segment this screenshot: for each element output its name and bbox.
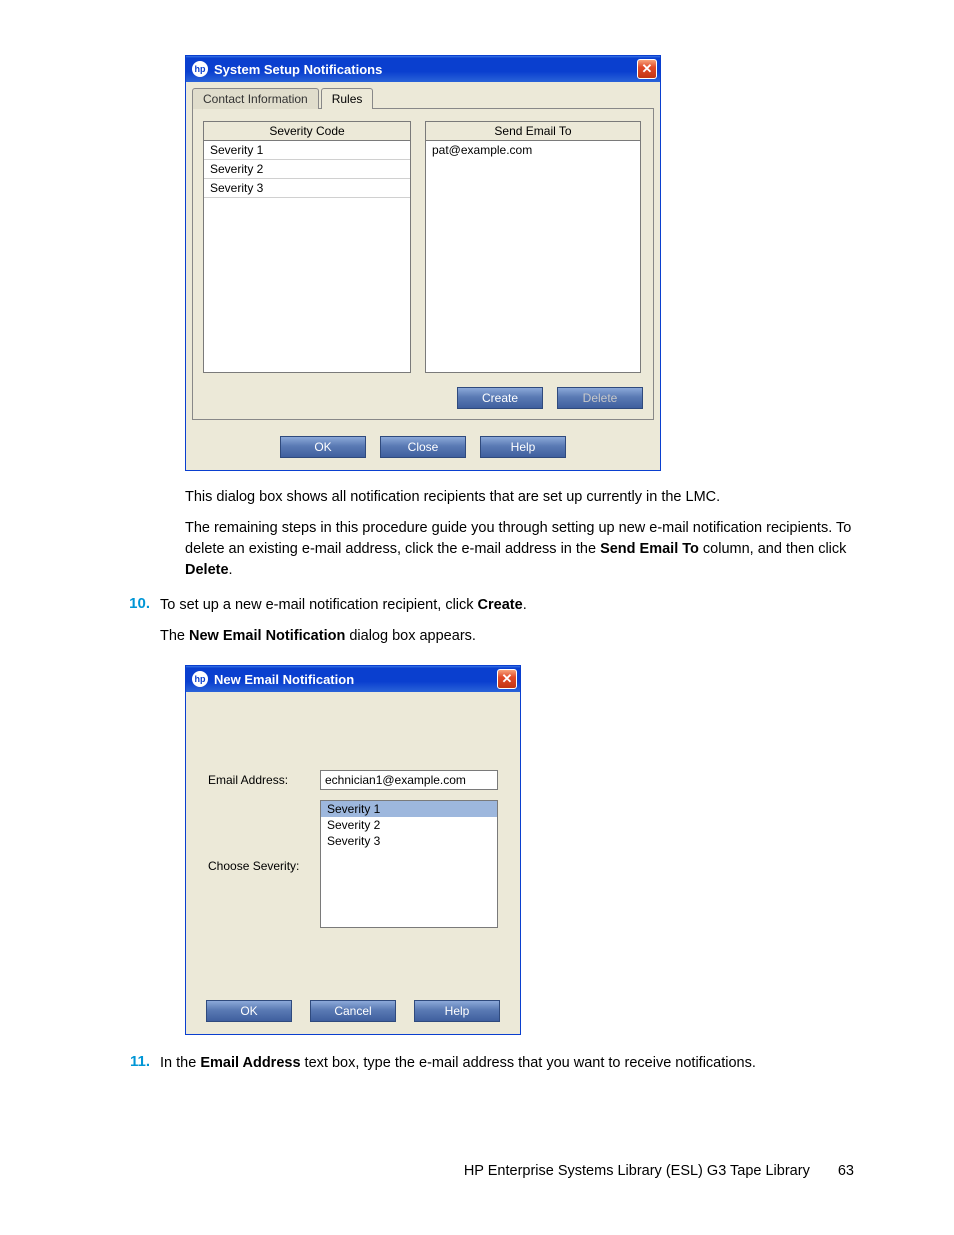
send-email-to-list[interactable]: Send Email To pat@example.com [425,121,641,373]
step-text: To set up a new e-mail notification reci… [160,595,864,616]
new-email-notification-dialog: hp New Email Notification ✕ Email Addres… [185,665,521,1035]
hp-logo-icon: hp [192,671,208,687]
close-icon[interactable]: ✕ [637,59,657,79]
list-item[interactable]: Severity 1 [204,141,410,160]
step-number: 11. [90,1053,160,1070]
email-address-field: Email Address: [208,770,498,790]
list-item[interactable]: Severity 2 [204,160,410,179]
step-text: In the Email Address text box, type the … [160,1053,864,1074]
delete-button[interactable]: Delete [557,387,643,409]
system-setup-notifications-dialog: hp System Setup Notifications ✕ Contact … [185,55,661,471]
list-item[interactable]: Severity 3 [321,833,497,849]
body-paragraphs: This dialog box shows all notification r… [185,487,864,581]
email-address-input[interactable] [320,770,498,790]
list-item[interactable]: Severity 2 [321,817,497,833]
tab-row: Contact Information Rules [186,82,660,108]
step-10: 10. To set up a new e-mail notification … [90,595,864,657]
severity-code-list[interactable]: Severity Code Severity 1 Severity 2 Seve… [203,121,411,373]
dialog-body: Email Address: Choose Severity: Severity… [186,692,520,998]
tab-contact-information[interactable]: Contact Information [192,88,319,109]
help-button[interactable]: Help [480,436,566,458]
list-item[interactable]: pat@example.com [426,141,640,159]
dialog-footer-buttons: OK Cancel Help [186,998,520,1034]
dialog-footer-buttons: OK Close Help [186,426,660,470]
dialog-title: New Email Notification [214,672,497,687]
severity-code-header: Severity Code [204,122,410,141]
close-button[interactable]: Close [380,436,466,458]
cancel-button[interactable]: Cancel [310,1000,396,1022]
choose-severity-label: Choose Severity: [208,856,320,873]
choose-severity-field: Choose Severity: Severity 1 Severity 2 S… [208,800,498,928]
paragraph: The remaining steps in this procedure gu… [185,518,864,581]
step-text: The New Email Notification dialog box ap… [160,626,864,647]
dialog-title: System Setup Notifications [214,62,637,77]
page-footer: HP Enterprise Systems Library (ESL) G3 T… [464,1163,854,1179]
document-page: hp System Setup Notifications ✕ Contact … [0,0,954,1235]
list-item[interactable]: Severity 1 [321,801,497,817]
severity-listbox[interactable]: Severity 1 Severity 2 Severity 3 [320,800,498,928]
help-button[interactable]: Help [414,1000,500,1022]
close-icon[interactable]: ✕ [497,669,517,689]
dialog-body: Severity Code Severity 1 Severity 2 Seve… [192,108,654,420]
send-email-to-header: Send Email To [426,122,640,141]
page-number: 63 [838,1163,854,1179]
ok-button[interactable]: OK [280,436,366,458]
dialog-titlebar[interactable]: hp System Setup Notifications ✕ [186,56,660,82]
list-item[interactable]: Severity 3 [204,179,410,198]
ok-button[interactable]: OK [206,1000,292,1022]
step-11: 11. In the Email Address text box, type … [90,1053,864,1084]
create-button[interactable]: Create [457,387,543,409]
dialog-titlebar[interactable]: hp New Email Notification ✕ [186,666,520,692]
email-address-label: Email Address: [208,770,320,787]
hp-logo-icon: hp [192,61,208,77]
paragraph: This dialog box shows all notification r… [185,487,864,508]
footer-text: HP Enterprise Systems Library (ESL) G3 T… [464,1163,810,1179]
tab-rules[interactable]: Rules [321,88,374,109]
step-number: 10. [90,595,160,612]
